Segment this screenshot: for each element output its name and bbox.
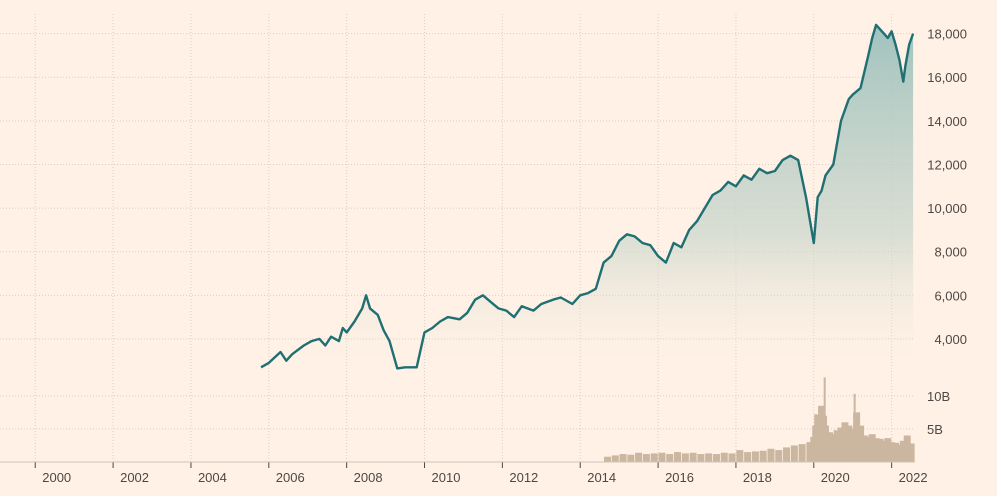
volume-bar bbox=[837, 427, 845, 462]
y-tick-label: 10,000 bbox=[927, 201, 967, 216]
x-tick-label: 2014 bbox=[587, 470, 616, 485]
volume-bar bbox=[627, 454, 635, 462]
y-tick-label: 12,000 bbox=[927, 157, 967, 172]
volume-bar bbox=[728, 453, 736, 462]
y-tick-label: 4,000 bbox=[934, 332, 967, 347]
x-tick-label: 2020 bbox=[821, 470, 850, 485]
volume-bar bbox=[697, 454, 705, 462]
y-tick-label: 18,000 bbox=[927, 27, 967, 42]
volume-bar bbox=[907, 443, 915, 462]
volume-bar bbox=[767, 448, 775, 462]
volume-bar bbox=[681, 453, 689, 462]
x-tick-label: 2000 bbox=[42, 470, 71, 485]
volume-bar bbox=[892, 442, 900, 462]
volume-bar bbox=[775, 450, 783, 462]
volume-bar bbox=[841, 422, 849, 462]
volume-bar bbox=[619, 454, 627, 462]
y-tick-label: 16,000 bbox=[927, 70, 967, 85]
volume-bar bbox=[895, 444, 903, 462]
volume-bar bbox=[876, 438, 884, 462]
volume-bar bbox=[744, 452, 752, 462]
volume-bar bbox=[853, 412, 861, 462]
volume-tick-label: 5B bbox=[927, 422, 943, 437]
volume-bar bbox=[888, 442, 896, 462]
volume-bar bbox=[705, 453, 713, 462]
x-tick-label: 2002 bbox=[120, 470, 149, 485]
volume-bar bbox=[860, 435, 868, 462]
volume-bar bbox=[611, 455, 619, 462]
x-tick-label: 2008 bbox=[354, 470, 383, 485]
x-tick-label: 2018 bbox=[743, 470, 772, 485]
volume-bars-layer bbox=[603, 377, 915, 462]
volume-bar bbox=[880, 440, 888, 462]
volume-bar bbox=[899, 440, 907, 462]
axis-layer: 4,000 6,000 8,000 10,000 12,000 14,000 16,000 1… bbox=[0, 27, 967, 485]
volume-bar bbox=[856, 425, 865, 462]
volume-bar bbox=[751, 451, 759, 462]
price-line bbox=[260, 23, 915, 370]
volume-spike bbox=[853, 393, 856, 462]
volume-bar bbox=[845, 425, 853, 462]
volume-bar bbox=[849, 428, 857, 462]
y-tick-label: 6,000 bbox=[934, 288, 967, 303]
y-tick-label: 14,000 bbox=[927, 114, 967, 129]
price-area bbox=[261, 24, 914, 377]
volume-tick-label: 10B bbox=[927, 389, 950, 404]
volume-spike bbox=[823, 377, 826, 462]
price-area-layer bbox=[261, 24, 914, 377]
price-line-layer bbox=[260, 23, 915, 370]
volume-bar bbox=[864, 436, 872, 462]
x-tick-label: 2004 bbox=[198, 470, 227, 485]
volume-bar bbox=[666, 454, 674, 462]
volume-bar bbox=[868, 434, 876, 462]
volume-bar bbox=[720, 452, 728, 462]
volume-bar bbox=[759, 450, 767, 462]
x-tick-label: 2022 bbox=[899, 470, 928, 485]
volume-bar bbox=[658, 452, 666, 462]
volume-bar bbox=[798, 444, 806, 462]
volume-bar bbox=[650, 453, 658, 462]
volume-bar bbox=[689, 452, 697, 462]
volume-bar bbox=[635, 452, 643, 462]
volume-bar bbox=[712, 454, 720, 462]
volume-bar bbox=[903, 435, 911, 462]
volume-bar bbox=[833, 430, 841, 462]
volume-bar bbox=[674, 452, 682, 462]
x-tick-label: 2010 bbox=[432, 470, 461, 485]
volume-bar bbox=[783, 447, 791, 462]
volume-bar bbox=[642, 454, 650, 462]
volume-bar bbox=[736, 450, 744, 462]
volume-bar bbox=[790, 445, 798, 462]
x-tick-label: 2016 bbox=[665, 470, 694, 485]
y-tick-label: 8,000 bbox=[934, 245, 967, 260]
volume-bar bbox=[884, 438, 892, 462]
volume-bar bbox=[603, 456, 611, 462]
x-tick-label: 2012 bbox=[509, 470, 538, 485]
x-tick-label: 2006 bbox=[276, 470, 305, 485]
volume-bar bbox=[806, 442, 814, 462]
volume-bar bbox=[872, 438, 880, 462]
volume-bar bbox=[825, 432, 833, 462]
volume-bar bbox=[829, 434, 837, 462]
